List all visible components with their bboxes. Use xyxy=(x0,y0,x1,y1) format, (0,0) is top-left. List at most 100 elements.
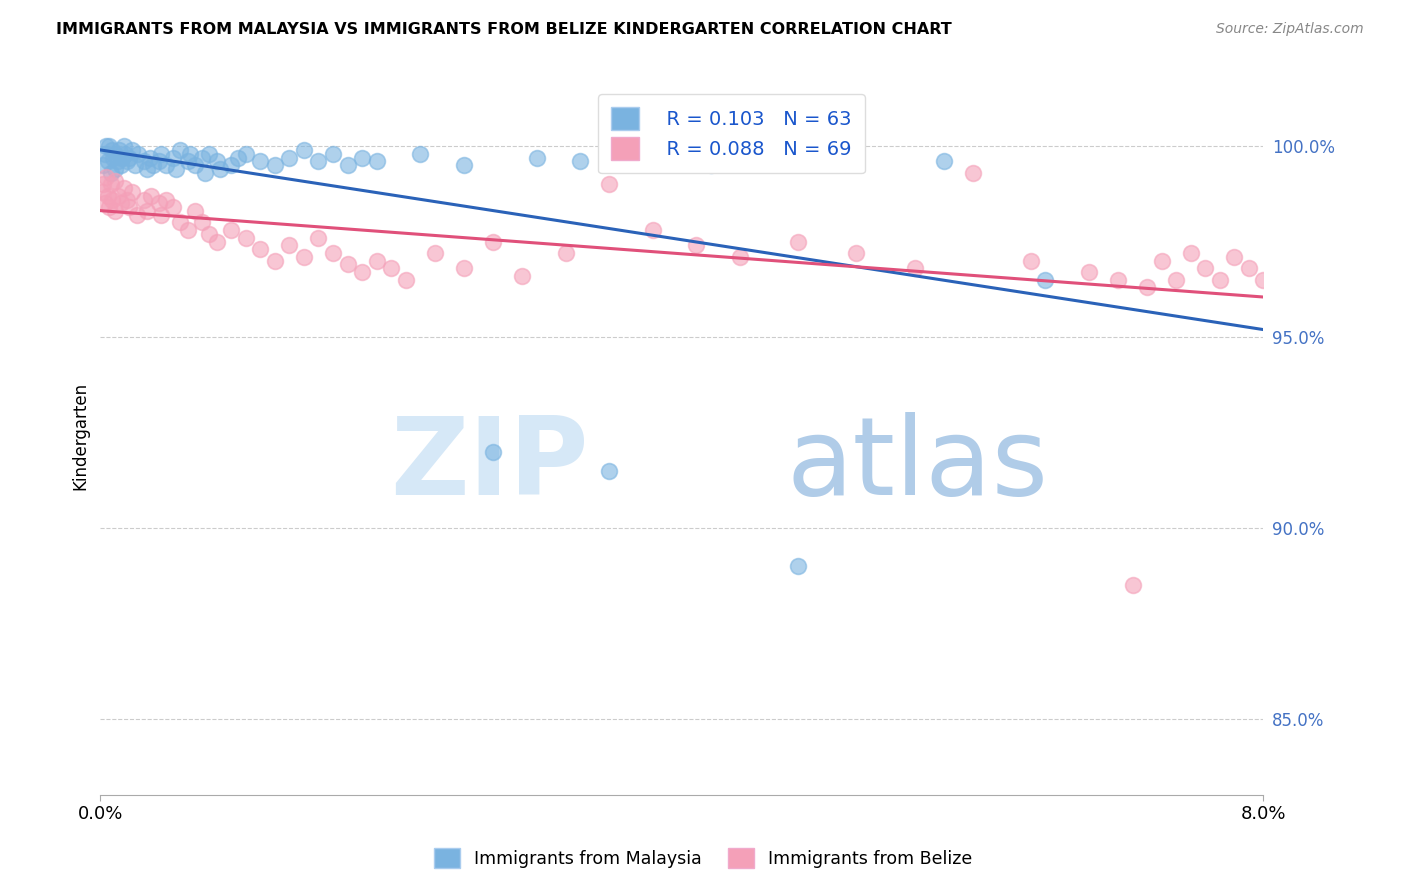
Legend: Immigrants from Malaysia, Immigrants from Belize: Immigrants from Malaysia, Immigrants fro… xyxy=(423,838,983,879)
Point xyxy=(112,181,135,195)
Point xyxy=(1237,261,1260,276)
Point xyxy=(1180,246,1202,260)
Point xyxy=(125,208,148,222)
Point xyxy=(569,154,592,169)
Point xyxy=(205,235,228,249)
Point xyxy=(423,246,446,260)
Point xyxy=(93,196,115,211)
Point xyxy=(453,158,475,172)
Point xyxy=(107,154,129,169)
Point xyxy=(169,215,191,229)
Point xyxy=(191,151,214,165)
Point xyxy=(114,146,136,161)
Point xyxy=(107,188,129,202)
Point xyxy=(104,204,127,219)
Point xyxy=(1136,280,1159,294)
Point xyxy=(307,154,329,169)
Point xyxy=(118,200,141,214)
Point xyxy=(100,166,122,180)
Point xyxy=(1166,273,1188,287)
Point xyxy=(409,146,432,161)
Point xyxy=(510,268,533,283)
Point xyxy=(962,166,984,180)
Point xyxy=(1107,273,1129,287)
Point xyxy=(184,204,207,219)
Point xyxy=(700,158,723,172)
Point xyxy=(100,178,122,192)
Point xyxy=(96,139,118,153)
Point xyxy=(598,178,620,192)
Point xyxy=(336,158,359,172)
Point xyxy=(249,242,271,256)
Point xyxy=(90,185,112,199)
Point xyxy=(97,154,120,169)
Point xyxy=(263,158,285,172)
Point xyxy=(112,139,135,153)
Text: ZIP: ZIP xyxy=(391,412,589,518)
Point xyxy=(1033,273,1056,287)
Point xyxy=(322,246,344,260)
Point xyxy=(91,158,114,172)
Point xyxy=(366,154,388,169)
Point xyxy=(162,151,184,165)
Point xyxy=(148,196,170,211)
Point xyxy=(366,253,388,268)
Point xyxy=(148,154,170,169)
Point xyxy=(235,231,257,245)
Point xyxy=(685,238,707,252)
Point xyxy=(141,188,163,202)
Point xyxy=(121,143,143,157)
Point xyxy=(139,151,162,165)
Point xyxy=(845,246,868,260)
Point xyxy=(108,143,131,157)
Point xyxy=(104,146,127,161)
Point xyxy=(228,151,250,165)
Point xyxy=(208,162,231,177)
Point xyxy=(728,250,751,264)
Point xyxy=(169,143,191,157)
Point xyxy=(1223,250,1246,264)
Point xyxy=(155,158,177,172)
Point xyxy=(104,173,127,187)
Point xyxy=(453,261,475,276)
Point xyxy=(219,223,242,237)
Point xyxy=(787,559,810,574)
Point xyxy=(787,235,810,249)
Point xyxy=(903,261,925,276)
Point xyxy=(101,143,124,157)
Point xyxy=(96,169,118,184)
Point xyxy=(150,146,173,161)
Point xyxy=(1209,273,1232,287)
Point xyxy=(1194,261,1216,276)
Point xyxy=(307,231,329,245)
Point xyxy=(219,158,242,172)
Point xyxy=(165,162,187,177)
Point xyxy=(103,151,125,165)
Point xyxy=(292,143,315,157)
Point xyxy=(110,196,132,211)
Text: atlas: atlas xyxy=(786,412,1049,518)
Point xyxy=(91,178,114,192)
Point xyxy=(336,258,359,272)
Point xyxy=(98,139,121,153)
Point xyxy=(380,261,402,276)
Legend:   R = 0.103   N = 63,   R = 0.088   N = 69: R = 0.103 N = 63, R = 0.088 N = 69 xyxy=(598,94,865,173)
Point xyxy=(191,215,214,229)
Point xyxy=(554,246,576,260)
Point xyxy=(263,253,285,268)
Point xyxy=(104,162,127,177)
Point xyxy=(176,223,198,237)
Point xyxy=(598,464,620,478)
Point xyxy=(198,227,221,241)
Point xyxy=(350,151,373,165)
Point xyxy=(1122,578,1144,592)
Point xyxy=(235,146,257,161)
Point xyxy=(641,223,664,237)
Point xyxy=(932,154,955,169)
Point xyxy=(292,250,315,264)
Text: Source: ZipAtlas.com: Source: ZipAtlas.com xyxy=(1216,22,1364,37)
Point xyxy=(184,158,207,172)
Point xyxy=(97,188,120,202)
Point xyxy=(124,158,146,172)
Point xyxy=(194,166,217,180)
